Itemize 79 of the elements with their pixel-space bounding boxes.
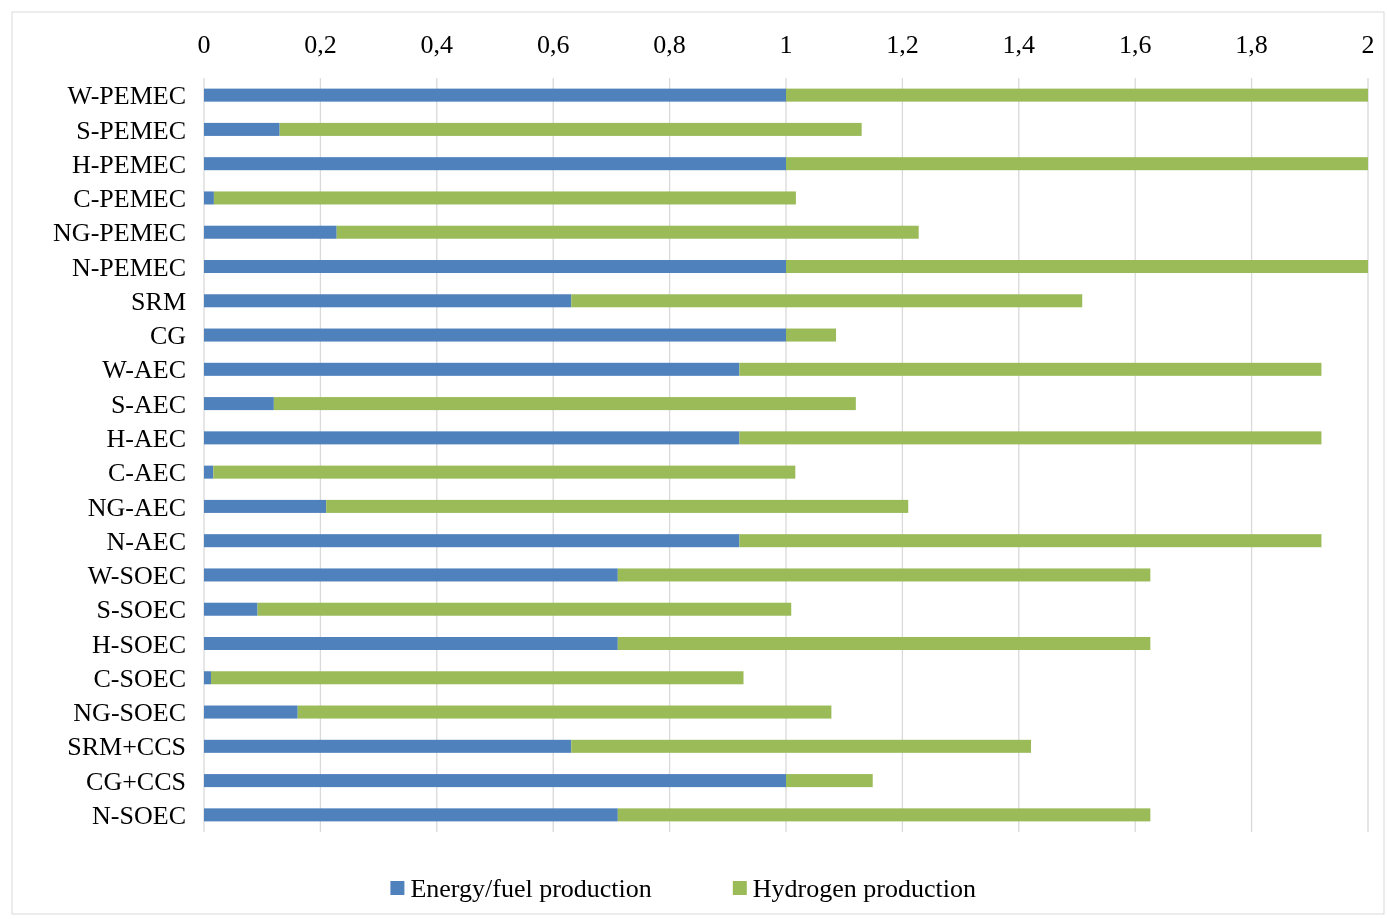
x-tick-label: 1,2	[886, 30, 919, 59]
y-tick-label: W-PEMEC	[67, 81, 186, 111]
y-tick-label: C-SOEC	[93, 663, 186, 693]
x-tick-label: 1,4	[1002, 30, 1036, 59]
bar	[786, 774, 873, 788]
bar	[786, 328, 837, 342]
y-tick-label: H-PEMEC	[71, 149, 186, 179]
y-tick-label: S-AEC	[110, 389, 186, 419]
x-tick-label: 0	[197, 30, 211, 59]
legend-label: Energy/fuel production	[410, 874, 652, 904]
bar	[213, 465, 796, 479]
bar	[204, 225, 337, 239]
y-tick-label: SRM+CCS	[67, 732, 186, 762]
bar	[204, 568, 618, 582]
x-tick-label: 0,4	[420, 30, 454, 59]
bar	[204, 191, 214, 205]
y-tick-label: S-PEMEC	[76, 115, 186, 145]
bar	[204, 157, 786, 171]
y-tick-label: H-AEC	[106, 423, 186, 453]
bar	[571, 739, 1032, 753]
x-tick-label: 1,8	[1235, 30, 1268, 59]
bar	[297, 705, 832, 719]
bar	[204, 259, 786, 274]
bar	[204, 431, 740, 445]
x-tick-label: 0,8	[653, 30, 686, 59]
bar	[273, 397, 856, 411]
bar	[279, 122, 862, 136]
y-tick-label: NG-PEMEC	[53, 218, 186, 248]
y-tick-label: W-SOEC	[87, 561, 186, 591]
x-tick-label: 0,6	[536, 30, 570, 59]
bar	[739, 362, 1322, 376]
bar	[326, 499, 909, 513]
bar	[617, 568, 1151, 582]
x-tick-label: 1	[779, 30, 793, 59]
y-tick-label: SRM	[131, 286, 186, 316]
y-tick-label: CG+CCS	[86, 766, 186, 796]
bar	[739, 534, 1322, 548]
bar	[204, 671, 211, 685]
bar	[204, 499, 327, 513]
y-tick-label: C-PEMEC	[73, 184, 186, 214]
y-tick-label: W-AEC	[102, 355, 186, 385]
y-tick-label: S-SOEC	[96, 595, 186, 625]
bar	[204, 636, 618, 651]
y-tick-label: NG-SOEC	[73, 698, 186, 728]
bar	[204, 808, 618, 822]
x-tick-label: 0,2	[304, 30, 337, 59]
bar	[204, 465, 214, 479]
bar	[213, 191, 796, 205]
bar	[204, 294, 572, 308]
y-tick-label: N-AEC	[106, 526, 186, 556]
bar	[204, 602, 258, 616]
y-tick-label: N-PEMEC	[71, 252, 186, 282]
bar	[786, 157, 1368, 171]
bar	[204, 739, 572, 753]
y-tick-label: C-AEC	[108, 458, 186, 488]
bar	[617, 636, 1151, 651]
bar	[204, 122, 280, 136]
y-tick-label: NG-AEC	[87, 492, 186, 522]
bar	[204, 774, 786, 788]
bar	[204, 328, 786, 342]
bar	[336, 225, 919, 239]
bar	[204, 705, 298, 719]
bar	[210, 671, 744, 685]
x-tick-label: 1,6	[1118, 30, 1152, 59]
bar	[204, 362, 740, 376]
legend-label: Hydrogen production	[752, 874, 976, 904]
bar	[257, 602, 792, 616]
y-tick-label: N-SOEC	[92, 800, 186, 830]
bar	[571, 294, 1083, 308]
bar	[204, 534, 740, 548]
bar	[204, 88, 786, 102]
bar	[739, 431, 1322, 445]
x-tick-label: 2	[1361, 30, 1375, 59]
bar	[786, 259, 1368, 274]
y-tick-label: H-SOEC	[92, 629, 186, 659]
bar	[617, 808, 1151, 822]
y-tick-label: CG	[149, 321, 186, 351]
bar	[204, 397, 274, 411]
bar	[786, 88, 1368, 102]
